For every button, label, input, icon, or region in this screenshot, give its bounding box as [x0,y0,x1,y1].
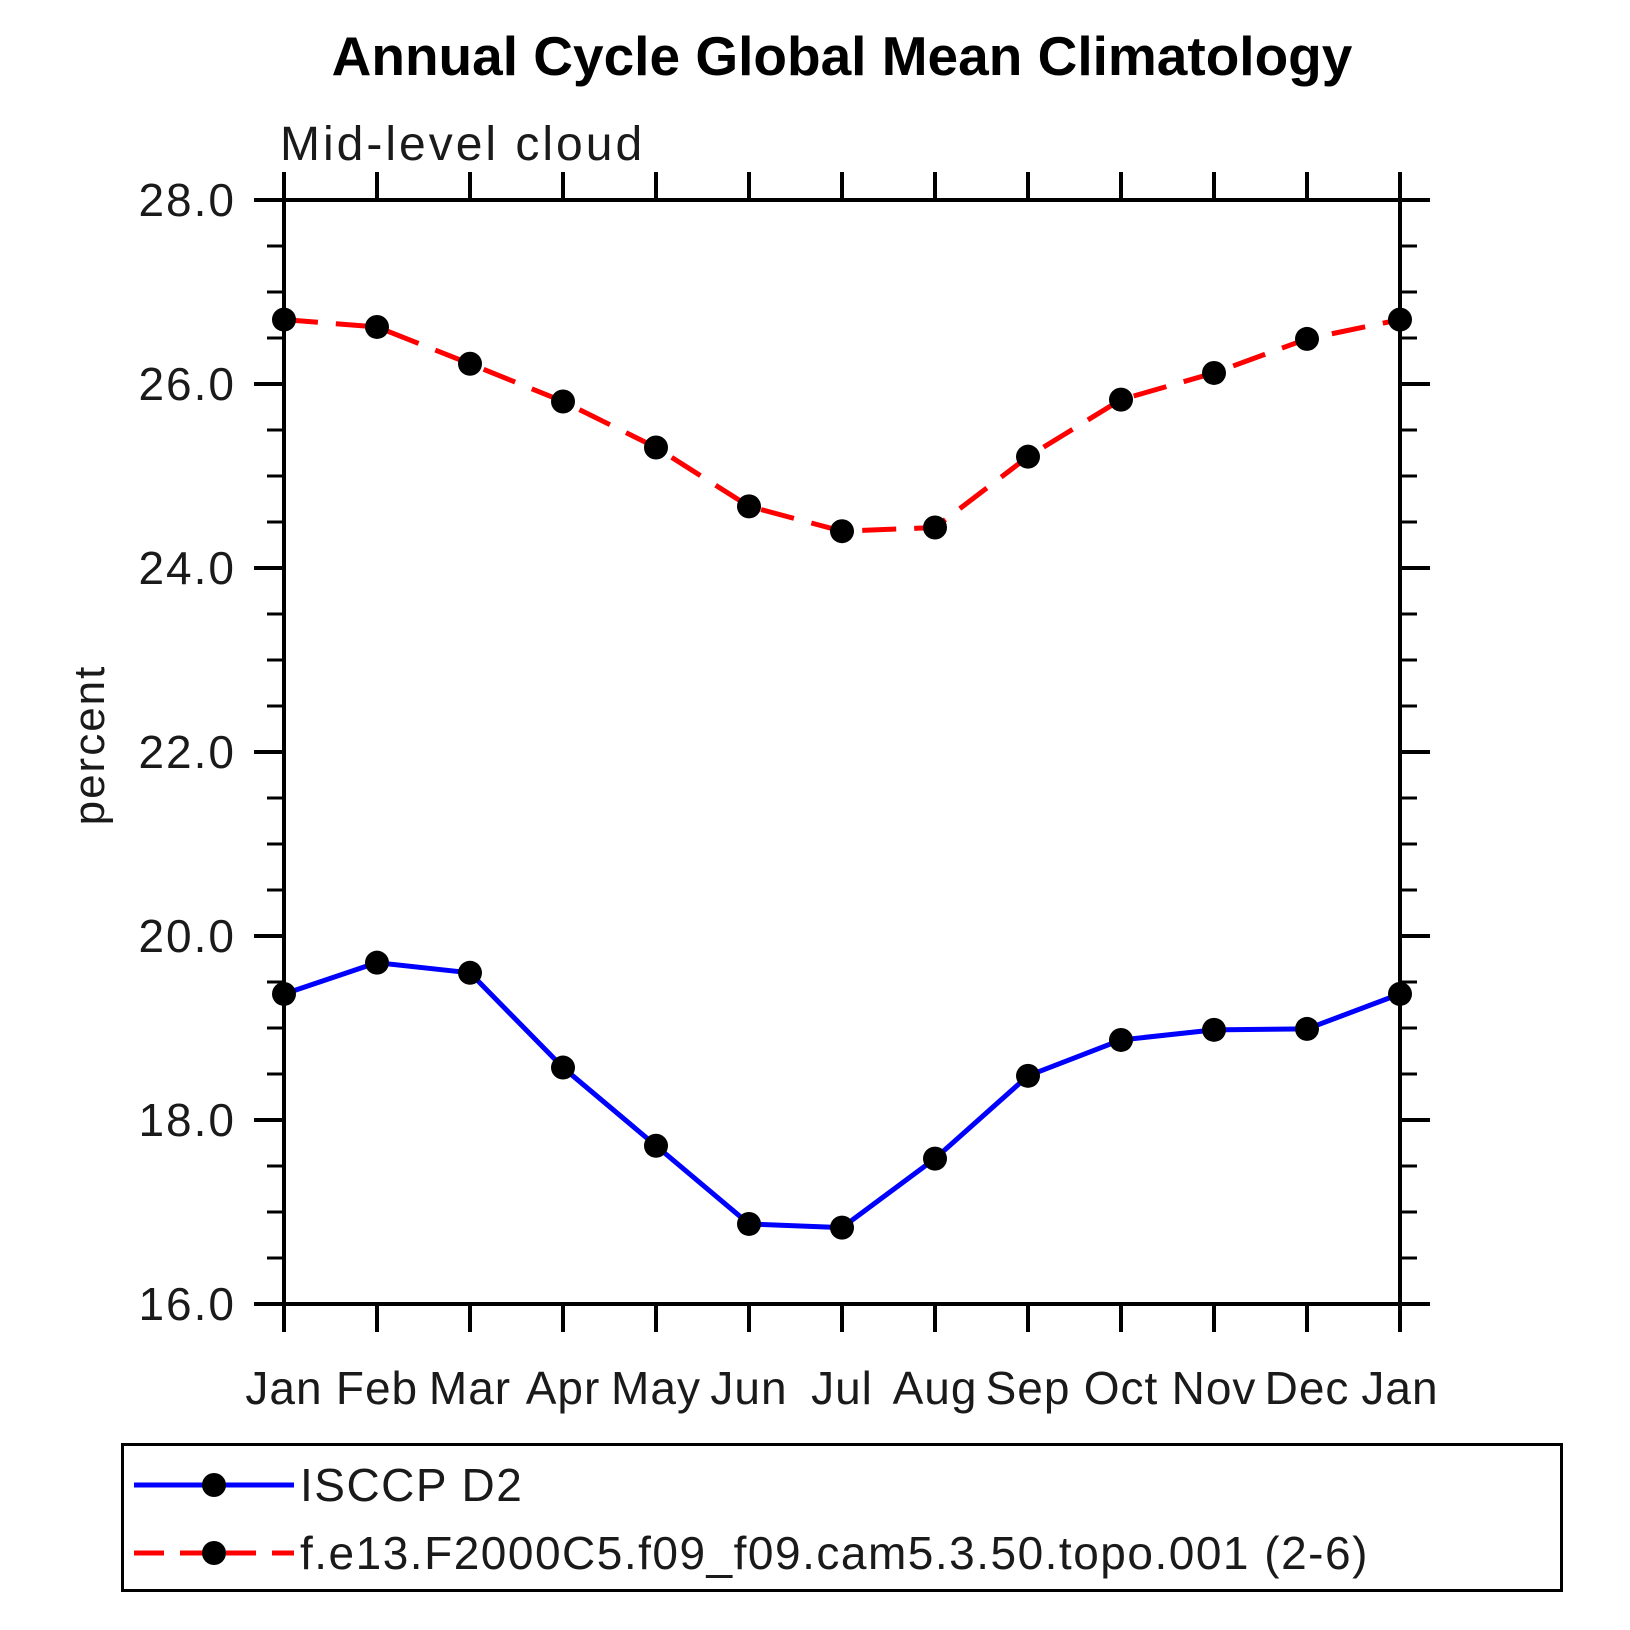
y-tick-label: 20.0 [138,910,236,962]
data-point-isccp [272,981,296,1006]
data-point-model [737,494,761,519]
chart-title: Annual Cycle Global Mean Climatology [331,25,1353,87]
legend-label-model: f.e13.F2000C5.f09_f09.cam5.3.50.topo.001… [300,1527,1369,1579]
x-tick-label: Sep [986,1362,1071,1414]
data-point-model [551,389,575,414]
x-tick-label: Jul [811,1362,873,1414]
series-line-isccp [283,960,1401,1231]
data-point-isccp [1388,981,1412,1006]
legend: ISCCP D2 f.e13.F2000C5.f09_f09.cam5.3.50… [121,1443,1563,1592]
legend-sample-line-model [134,1541,294,1565]
data-point-isccp [365,950,389,975]
data-point-isccp [1202,1017,1226,1042]
data-point-model [1388,307,1412,332]
plot-frame [282,198,1402,1306]
data-point-isccp [458,960,482,985]
legend-marker-model [202,1541,226,1565]
y-tick-label: 28.0 [138,174,236,226]
y-tick-label: 18.0 [138,1094,236,1146]
data-point-model [272,307,296,332]
legend-label-isccp: ISCCP D2 [300,1459,524,1511]
data-point-model [458,351,482,376]
data-point-model [830,519,854,544]
x-tick-label: Oct [1084,1362,1159,1414]
data-point-isccp [1295,1016,1319,1041]
data-point-model [1202,360,1226,385]
y-tick-label: 24.0 [138,542,236,594]
series-line-model [283,317,1401,534]
y-tick-label: 22.0 [138,726,236,778]
data-point-isccp [830,1215,854,1240]
data-point-model [1016,444,1040,469]
data-point-model [644,435,668,460]
data-point-isccp [551,1055,575,1080]
data-point-isccp [737,1211,761,1236]
data-point-isccp [923,1146,947,1171]
data-point-isccp [1109,1027,1133,1052]
legend-item-isccp: ISCCP D2 [130,1462,523,1508]
data-point-model [923,515,947,540]
data-point-isccp [1016,1063,1040,1088]
x-tick-label: Mar [429,1362,511,1414]
legend-marker-isccp [202,1473,226,1497]
y-tick-label: 26.0 [138,358,236,410]
data-point-model [365,314,389,339]
x-tick-label: Nov [1172,1362,1257,1414]
x-tick-label: Jan [245,1362,322,1414]
legend-sample-line-isccp [134,1473,294,1497]
x-tick-label: May [611,1362,701,1414]
x-tick-label: Feb [336,1362,418,1414]
legend-item-model: f.e13.F2000C5.f09_f09.cam5.3.50.topo.001… [130,1530,1369,1576]
chart-subtitle: Mid-level cloud [280,118,646,171]
x-tick-label: Jan [1361,1362,1438,1414]
x-tick-label: Jun [710,1362,787,1414]
y-tick-label: 16.0 [138,1278,236,1330]
x-tick-label: Apr [526,1362,601,1414]
data-point-isccp [644,1133,668,1158]
x-tick-label: Aug [893,1362,978,1414]
x-tick-label: Dec [1265,1362,1350,1414]
data-point-model [1295,326,1319,351]
data-point-model [1109,387,1133,412]
